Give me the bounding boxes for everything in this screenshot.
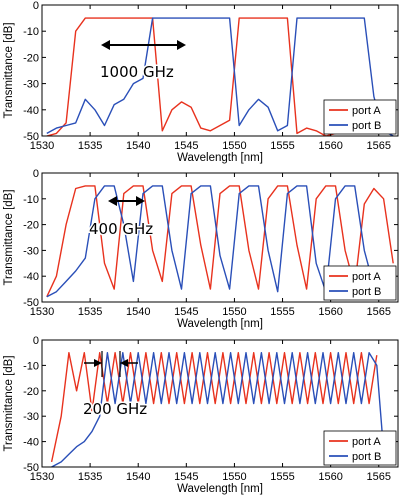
y-tick-label: -20 <box>23 52 39 64</box>
series-line-port-b <box>51 352 386 467</box>
legend-box <box>323 265 397 301</box>
y-tick-label: -10 <box>23 26 39 38</box>
legend-box <box>323 99 397 135</box>
x-tick-label: 1545 <box>174 140 198 152</box>
chart-panel-3: 1530 1535 1540 1545 1550 1555 1560 1565 0 -10 -20 -… <box>3 335 399 495</box>
annotation-arrowhead-right <box>120 359 128 367</box>
x-tick-label: 1540 <box>126 140 150 152</box>
y-tick-label: -50 <box>23 131 39 143</box>
legend-box <box>323 430 397 466</box>
x-tick-label: 1540 <box>126 306 150 318</box>
legend-label: port A <box>352 271 381 283</box>
y-tick-label: -30 <box>23 79 39 91</box>
y-tick-label: -40 <box>23 105 39 117</box>
x-tick-label: 1565 <box>367 140 391 152</box>
y-tick-label: 0 <box>33 168 39 180</box>
x-tick-label: 1535 <box>78 306 102 318</box>
x-tick-label: 1540 <box>126 471 150 483</box>
annotation-arrowhead-right <box>136 196 145 206</box>
annotation-label: 400 GHz <box>89 220 153 238</box>
y-axis-label: Transmittance [dB] <box>3 355 15 451</box>
series-line-port-b <box>46 17 394 136</box>
y-tick-label: 0 <box>33 0 39 12</box>
x-tick-label: 1550 <box>222 471 246 483</box>
y-tick-label: -30 <box>23 411 39 423</box>
legend-label: port B <box>352 286 381 298</box>
chart-panel-1: 1530 1535 1540 1545 1550 1555 1560 1565 0 -10 -20 -… <box>3 0 399 164</box>
x-tick-label: 1545 <box>174 306 198 318</box>
y-tick-label: -40 <box>23 271 39 283</box>
annotation-arrowhead-left <box>108 196 117 206</box>
x-axis-label: Wavelength [nm] <box>177 483 263 495</box>
series-line-port-b <box>46 185 394 298</box>
annotation-arrowhead-right <box>177 40 186 50</box>
y-tick-label: -30 <box>23 245 39 257</box>
x-tick-label: 1535 <box>78 140 102 152</box>
y-tick-label: -20 <box>23 220 39 232</box>
annotation-arrowhead-left <box>101 40 110 50</box>
y-tick-label: -40 <box>23 437 39 449</box>
y-tick-label: -10 <box>23 360 39 372</box>
x-tick-label: 1530 <box>30 140 54 152</box>
x-axis-label: Wavelength [nm] <box>177 152 263 164</box>
chart-panel-2: 1530 1535 1540 1545 1550 1555 1560 1565 0 -10 -20 -… <box>3 168 399 330</box>
x-tick-label: 1550 <box>222 306 246 318</box>
y-axis-label: Transmittance [dB] <box>3 22 15 118</box>
x-tick-label: 1565 <box>367 471 391 483</box>
annotation-label: 200 GHz <box>83 400 147 418</box>
legend-label: port A <box>352 105 381 117</box>
x-tick-label: 1565 <box>367 306 391 318</box>
x-tick-label: 1560 <box>318 306 342 318</box>
x-tick-label: 1555 <box>270 471 294 483</box>
x-tick-label: 1555 <box>270 306 294 318</box>
x-tick-label: 1560 <box>318 140 342 152</box>
y-axis-label: Transmittance [dB] <box>3 189 15 285</box>
annotation-label: 1000 GHz <box>100 63 174 81</box>
axes-frame <box>41 172 399 303</box>
legend-label: port A <box>352 436 381 448</box>
series-line-port-a <box>50 352 378 463</box>
y-tick-label: 0 <box>33 335 39 347</box>
y-tick-label: -50 <box>23 297 39 309</box>
axes-frame <box>41 4 399 137</box>
x-tick-label: 1550 <box>222 140 246 152</box>
legend-label: port B <box>352 451 381 463</box>
x-tick-label: 1530 <box>30 471 54 483</box>
x-tick-label: 1560 <box>318 471 342 483</box>
x-tick-label: 1530 <box>30 306 54 318</box>
y-tick-label: -20 <box>23 386 39 398</box>
axes-frame <box>41 339 399 468</box>
series-line-port-a <box>46 185 394 298</box>
x-tick-label: 1535 <box>78 471 102 483</box>
legend-label: port B <box>352 120 381 132</box>
y-tick-label: -10 <box>23 194 39 206</box>
x-tick-label: 1555 <box>270 140 294 152</box>
y-tick-label: -50 <box>23 462 39 474</box>
annotation-arrowhead-left <box>94 359 102 367</box>
x-tick-label: 1545 <box>174 471 198 483</box>
x-axis-label: Wavelength [nm] <box>177 318 263 330</box>
